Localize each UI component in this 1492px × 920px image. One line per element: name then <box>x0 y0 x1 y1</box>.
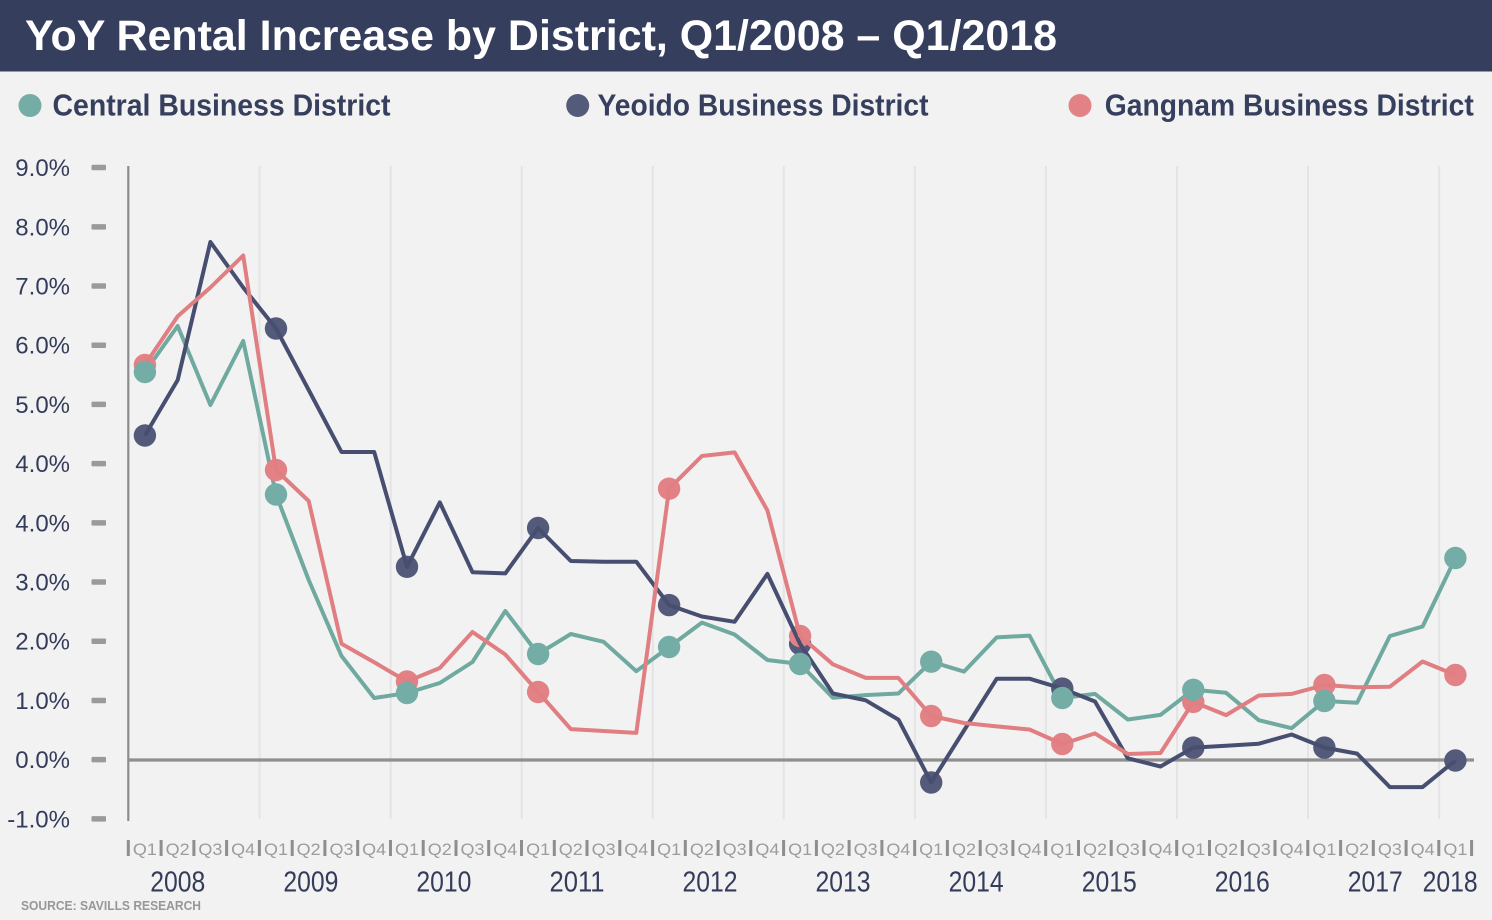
svg-text:2015: 2015 <box>1082 867 1137 899</box>
svg-text:3.0%: 3.0% <box>15 570 70 597</box>
svg-text:2012: 2012 <box>683 867 738 899</box>
svg-text:Q2: Q2 <box>821 840 845 859</box>
svg-text:Yeoido Business District: Yeoido Business District <box>598 88 929 123</box>
svg-text:Q4: Q4 <box>1280 840 1304 859</box>
svg-text:Central Business District: Central Business District <box>53 88 391 123</box>
svg-text:Q3: Q3 <box>330 840 354 859</box>
svg-text:2009: 2009 <box>283 867 338 899</box>
svg-text:2017: 2017 <box>1348 867 1403 899</box>
svg-text:Q1: Q1 <box>1050 840 1074 859</box>
svg-text:4.0%: 4.0% <box>15 451 70 478</box>
svg-text:Q1: Q1 <box>788 840 812 859</box>
svg-text:2016: 2016 <box>1215 867 1270 899</box>
svg-text:SOURCE: SAVILLS RESEARCH: SOURCE: SAVILLS RESEARCH <box>21 898 201 913</box>
svg-text:Q2: Q2 <box>428 840 452 859</box>
svg-text:Q2: Q2 <box>1345 840 1369 859</box>
svg-text:Q4: Q4 <box>231 840 255 859</box>
svg-text:6.0%: 6.0% <box>15 333 70 360</box>
svg-text:-1.0%: -1.0% <box>7 806 70 833</box>
svg-text:Q3: Q3 <box>723 840 747 859</box>
svg-text:8.0%: 8.0% <box>15 214 70 241</box>
svg-text:Q4: Q4 <box>1018 840 1042 859</box>
svg-text:Q4: Q4 <box>493 840 517 859</box>
svg-text:2014: 2014 <box>949 867 1004 899</box>
svg-text:Q3: Q3 <box>592 840 616 859</box>
svg-text:Q3: Q3 <box>1116 840 1140 859</box>
svg-text:7.0%: 7.0% <box>15 274 70 301</box>
svg-text:2018: 2018 <box>1423 867 1478 899</box>
svg-text:2008: 2008 <box>150 867 205 899</box>
svg-text:Q1: Q1 <box>395 840 419 859</box>
svg-text:Q4: Q4 <box>624 840 648 859</box>
svg-text:Q3: Q3 <box>198 840 222 859</box>
svg-text:Q2: Q2 <box>559 840 583 859</box>
svg-text:Q3: Q3 <box>985 840 1009 859</box>
svg-text:Q3: Q3 <box>854 840 878 859</box>
svg-text:Q2: Q2 <box>297 840 321 859</box>
svg-text:Q4: Q4 <box>1149 840 1173 859</box>
svg-text:Q1: Q1 <box>264 840 288 859</box>
svg-text:4.0%: 4.0% <box>15 510 70 537</box>
svg-text:9.0%: 9.0% <box>15 155 70 182</box>
svg-text:Q4: Q4 <box>362 840 386 859</box>
svg-text:0.0%: 0.0% <box>15 747 70 774</box>
svg-text:Q4: Q4 <box>755 840 779 859</box>
svg-text:Q1: Q1 <box>1181 840 1205 859</box>
svg-text:Q2: Q2 <box>1083 840 1107 859</box>
svg-text:2010: 2010 <box>416 867 471 899</box>
svg-text:Q1: Q1 <box>133 840 157 859</box>
svg-text:2.0%: 2.0% <box>15 629 70 656</box>
svg-text:Q1: Q1 <box>526 840 550 859</box>
svg-text:Q1: Q1 <box>1443 840 1467 859</box>
svg-text:Q2: Q2 <box>952 840 976 859</box>
svg-text:Q1: Q1 <box>919 840 943 859</box>
svg-text:Q3: Q3 <box>1378 840 1402 859</box>
svg-text:1.0%: 1.0% <box>15 688 70 715</box>
svg-text:Q4: Q4 <box>886 840 910 859</box>
svg-text:Gangnam Business District: Gangnam Business District <box>1105 88 1474 123</box>
svg-text:YoY Rental Increase by Distric: YoY Rental Increase by District, Q1/2008… <box>25 12 1057 60</box>
svg-text:Q4: Q4 <box>1411 840 1435 859</box>
svg-text:5.0%: 5.0% <box>15 392 70 419</box>
svg-text:Q2: Q2 <box>1214 840 1238 859</box>
svg-text:Q3: Q3 <box>1247 840 1271 859</box>
svg-text:2013: 2013 <box>816 867 871 899</box>
svg-text:Q2: Q2 <box>690 840 714 859</box>
svg-text:Q1: Q1 <box>1312 840 1336 859</box>
svg-text:2011: 2011 <box>550 867 605 899</box>
svg-text:Q3: Q3 <box>461 840 485 859</box>
svg-text:Q1: Q1 <box>657 840 681 859</box>
svg-text:Q2: Q2 <box>166 840 190 859</box>
